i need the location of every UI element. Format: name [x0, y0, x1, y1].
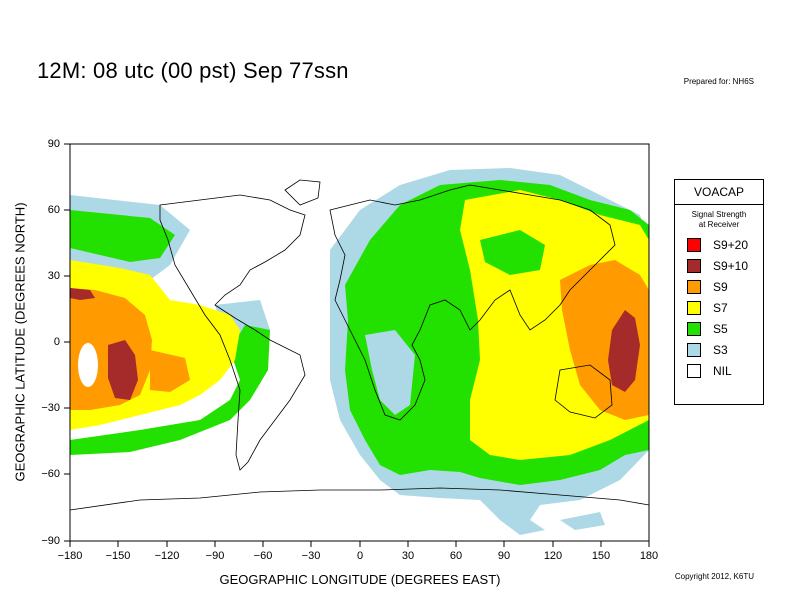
- legend-label: S7: [713, 300, 728, 315]
- legend-label: S9+20: [713, 237, 749, 252]
- x-tick-label: 90: [497, 550, 511, 562]
- copyright-label: Copyright 2012, K6TU: [674, 572, 754, 581]
- x-tick-label: −30: [301, 550, 321, 562]
- legend-items: S9+20 S9+10 S9 S7 S5 S3 NIL: [675, 234, 763, 381]
- x-axis-label: GEOGRAPHIC LONGITUDE (DEGREES EAST): [219, 572, 501, 587]
- s9p10-coverage: [70, 288, 640, 400]
- legend-swatch-nil: [687, 363, 701, 378]
- legend-swatch-s9: [687, 279, 701, 294]
- legend-label: S5: [713, 321, 728, 336]
- y-axis-label: GEOGRAPHIC LATITUDE (DEGREES NORTH): [12, 202, 28, 482]
- coastlines: [69, 179, 650, 511]
- legend-swatch-s5: [687, 321, 701, 336]
- x-tick-label: −180: [57, 550, 83, 562]
- legend-label: S3: [713, 342, 728, 357]
- y-tick-label: −60: [41, 468, 60, 480]
- legend-swatch-s9p10: [687, 258, 701, 273]
- nil-spot: [78, 343, 98, 387]
- x-tick-label: −90: [205, 550, 225, 562]
- x-tick-label: 120: [543, 550, 563, 562]
- x-tick-label: 30: [401, 550, 415, 562]
- legend-item-s9p20: S9+20: [687, 234, 763, 255]
- legend-item-nil: NIL: [687, 360, 763, 381]
- x-tick-label: 0: [356, 550, 364, 562]
- legend-swatch-s3: [687, 342, 701, 357]
- y-tick-label: 90: [47, 138, 60, 150]
- legend-item-s9p10: S9+10: [687, 255, 763, 276]
- legend-item-s9: S9: [687, 276, 763, 297]
- y-tick-label: −30: [41, 402, 60, 414]
- axis-ticks: [64, 143, 650, 547]
- x-tick-label: 150: [591, 550, 611, 562]
- x-tick-label: 60: [449, 550, 463, 562]
- s5-interior: [480, 230, 545, 275]
- legend-item-s7: S7: [687, 297, 763, 318]
- legend-label: S9+10: [713, 258, 749, 273]
- y-tick-label: −90: [41, 535, 60, 547]
- legend-label: NIL: [713, 363, 732, 378]
- prepared-for-label: Prepared for: NH6S: [683, 77, 754, 86]
- s3-interior: [365, 330, 415, 415]
- legend-subtitle-line2: at Receiver: [698, 220, 740, 229]
- legend-subtitle-line1: Signal Strength: [691, 210, 747, 219]
- legend-item-s3: S3: [687, 339, 763, 360]
- legend-item-s5: S5: [687, 318, 763, 339]
- legend-label: S9: [713, 279, 728, 294]
- x-tick-label: 180: [639, 550, 659, 562]
- y-tick-label: 30: [47, 270, 60, 282]
- y-tick-label: 0: [53, 336, 60, 348]
- legend: VOACAP Signal Strength at Receiver S9+20…: [674, 179, 764, 405]
- legend-title: VOACAP: [675, 180, 763, 205]
- x-tick-label: −60: [253, 550, 273, 562]
- x-tick-label: −150: [105, 550, 131, 562]
- chart-title: 12M: 08 utc (00 pst) Sep 77ssn: [37, 58, 349, 83]
- x-tick-label: −120: [154, 550, 180, 562]
- y-tick-label: 60: [47, 204, 60, 216]
- legend-swatch-s9p20: [687, 237, 701, 252]
- legend-swatch-s7: [687, 300, 701, 315]
